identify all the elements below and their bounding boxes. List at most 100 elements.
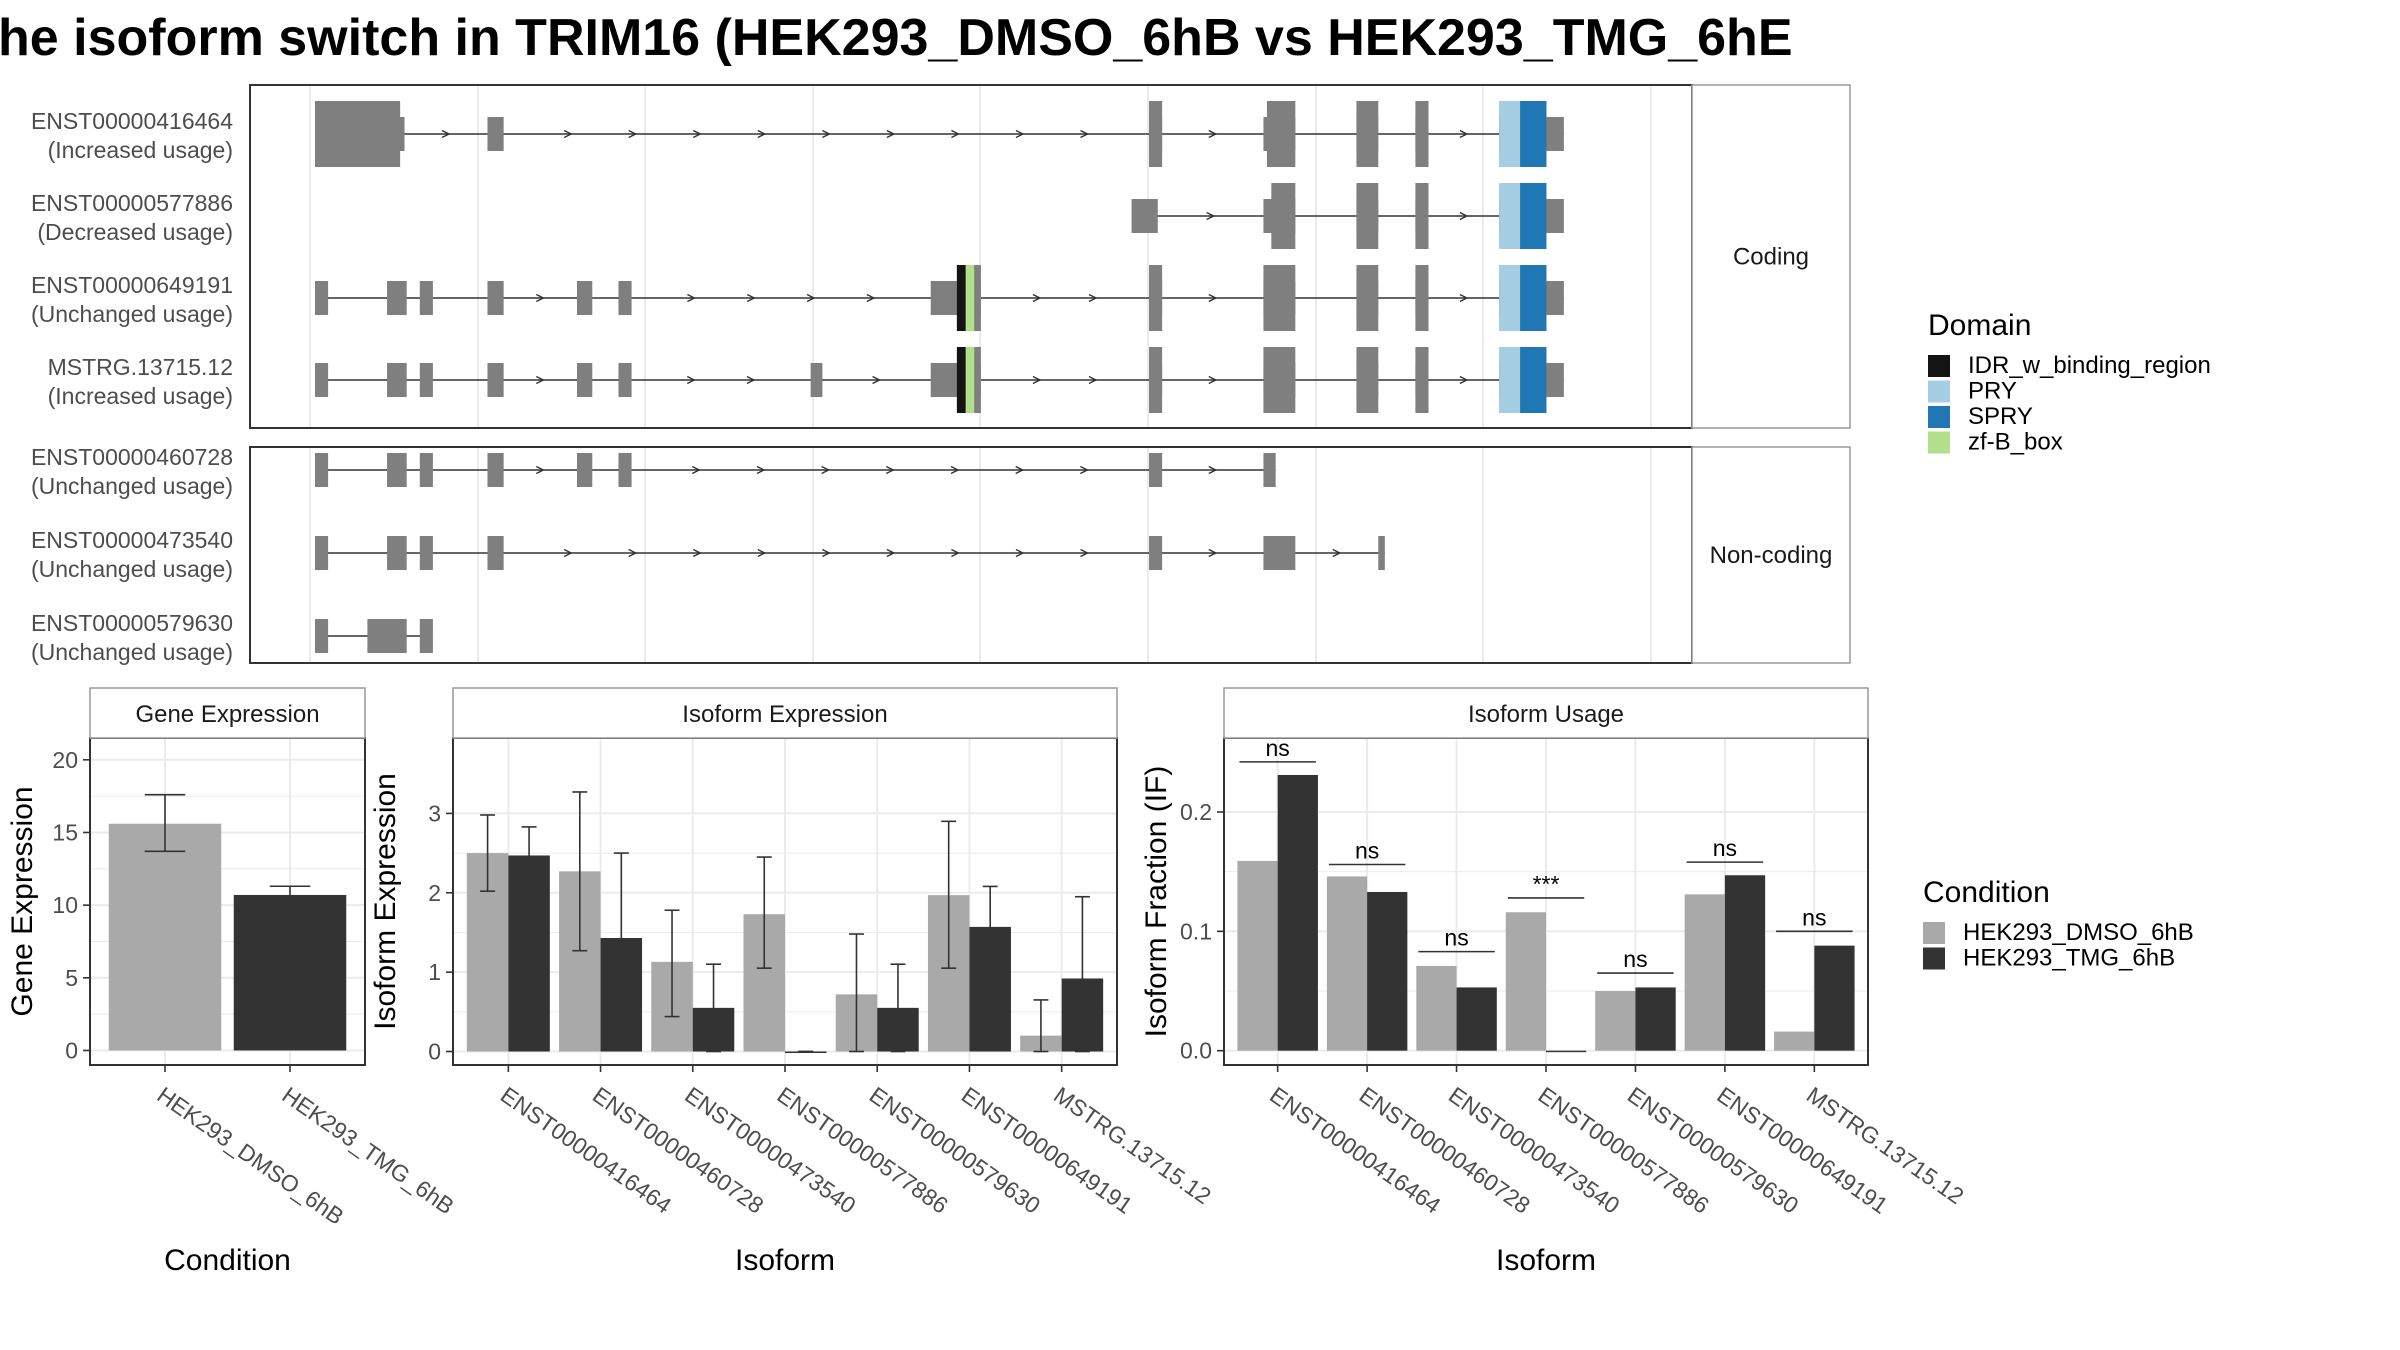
legend-label: HEK293_DMSO_6hB: [1963, 919, 2194, 946]
exon: [1149, 536, 1163, 570]
y-axis-title: Isoform Fraction (IF): [1140, 766, 1173, 1038]
bar: [1774, 1031, 1815, 1051]
direction-arrow: [756, 465, 766, 475]
coding-exon: [1271, 183, 1296, 249]
chart-title: Isoform Expression: [682, 701, 887, 728]
exon: [367, 619, 407, 653]
exon: [487, 453, 504, 487]
isoform-usage-label: (Unchanged usage): [31, 556, 233, 582]
isoform-name-label: ENST00000460728: [31, 444, 233, 470]
direction-arrow: [1459, 375, 1469, 385]
legend-title: Domain: [1928, 309, 2031, 342]
coding-exon: [1266, 101, 1296, 167]
isoform-track-enst00000473540: ENST00000473540 (Unchanged usage): [31, 527, 1385, 582]
domain-spry: [1520, 265, 1547, 331]
exon: [315, 363, 329, 397]
bar: [1416, 965, 1457, 1051]
bar: [1595, 991, 1636, 1051]
domain-pry: [1499, 347, 1521, 413]
exon: [618, 363, 632, 397]
y-tick-label: 10: [52, 892, 78, 918]
significance-label: ns: [1802, 904, 1826, 930]
direction-arrow: [1459, 293, 1469, 303]
x-axis-title: Isoform: [1496, 1244, 1596, 1277]
facet-strip: [1691, 446, 1851, 664]
isoform-name-label: ENST00000577886: [31, 190, 233, 216]
x-axis-title: Condition: [164, 1244, 291, 1277]
legend-label: zf-B_box: [1968, 429, 2063, 456]
facet-strip-label: Non-coding: [1710, 542, 1833, 569]
direction-arrow: [1088, 293, 1098, 303]
coding-exon: [1263, 265, 1296, 331]
isoform-name-label: ENST00000649191: [31, 272, 233, 298]
exon: [1263, 536, 1296, 570]
direction-arrow: [687, 293, 696, 303]
exon: [419, 619, 433, 653]
direction-arrow: [950, 465, 960, 475]
isoform-name-label: ENST00000416464: [31, 108, 233, 134]
legend-swatch: [1928, 431, 1950, 454]
coding-exon: [1356, 347, 1379, 413]
direction-arrow: [746, 293, 756, 303]
direction-arrow: [1206, 211, 1216, 221]
direction-arrow: [1015, 548, 1025, 558]
significance-label: ns: [1355, 838, 1379, 864]
x-axis-title: Isoform: [735, 1244, 835, 1277]
domain-pry: [1499, 183, 1521, 249]
bar: [1326, 876, 1368, 1051]
significance-label: ***: [1533, 871, 1560, 897]
x-tick-label: ENST00000577886: [772, 1082, 952, 1219]
legend-label: PRY: [1968, 378, 2017, 405]
direction-arrow: [951, 548, 960, 558]
exon: [1131, 199, 1158, 233]
coding-exon: [1356, 101, 1379, 167]
direction-arrow: [757, 129, 767, 139]
domain-spry: [1520, 347, 1547, 413]
isoform-usage-label: (Increased usage): [48, 137, 233, 163]
direction-arrow: [1088, 375, 1098, 385]
x-tick-label: ENST00000460728: [588, 1082, 768, 1219]
isoform-usage-label: (Increased usage): [48, 383, 233, 409]
coding-exon: [1415, 347, 1429, 413]
figure-title: he isoform switch in TRIM16 (HEK293_DMSO…: [0, 9, 1793, 67]
isoform-name-label: ENST00000473540: [31, 527, 233, 553]
y-tick-label: 2: [428, 880, 441, 906]
y-tick-label: 0: [65, 1037, 78, 1063]
exon: [315, 536, 329, 570]
direction-arrow: [686, 375, 696, 385]
coding-exon: [315, 101, 401, 167]
direction-arrow: [746, 375, 756, 385]
exon: [419, 363, 433, 397]
x-tick-label: MSTRG.13715.12: [1049, 1082, 1216, 1210]
exon: [1263, 453, 1276, 487]
exon: [419, 453, 433, 487]
direction-arrow: [691, 465, 701, 475]
direction-arrow: [536, 465, 545, 475]
direction-arrow: [536, 375, 545, 385]
legend-swatch: [1923, 922, 1945, 944]
structure-group-non-coding: ENST00000460728(Unchanged usage)ENST0000…: [31, 444, 1851, 665]
x-tick-label: ENST00000473540: [680, 1082, 860, 1219]
direction-arrow: [692, 129, 702, 139]
y-tick-label: 20: [52, 747, 78, 773]
bar: [508, 855, 550, 1052]
direction-arrow: [628, 548, 638, 558]
isoform-usage-label: (Decreased usage): [37, 219, 233, 245]
exon: [315, 619, 329, 653]
direction-arrow: [628, 129, 638, 139]
legend-label: IDR_w_binding_region: [1968, 352, 2211, 379]
y-tick-label: 0: [428, 1039, 441, 1065]
chart-strip: [89, 687, 366, 739]
exon: [487, 536, 504, 570]
chart-strip: [1223, 687, 1869, 739]
significance-label: ns: [1444, 925, 1468, 951]
direction-arrow: [1332, 548, 1342, 558]
legend-label: HEK293_TMG_6hB: [1963, 945, 2175, 972]
bar: [1684, 894, 1725, 1051]
direction-arrow: [1032, 293, 1042, 303]
coding-exon: [1415, 101, 1429, 167]
direction-arrow: [1208, 293, 1218, 303]
exon: [487, 117, 504, 151]
coding-exon: [1415, 265, 1429, 331]
